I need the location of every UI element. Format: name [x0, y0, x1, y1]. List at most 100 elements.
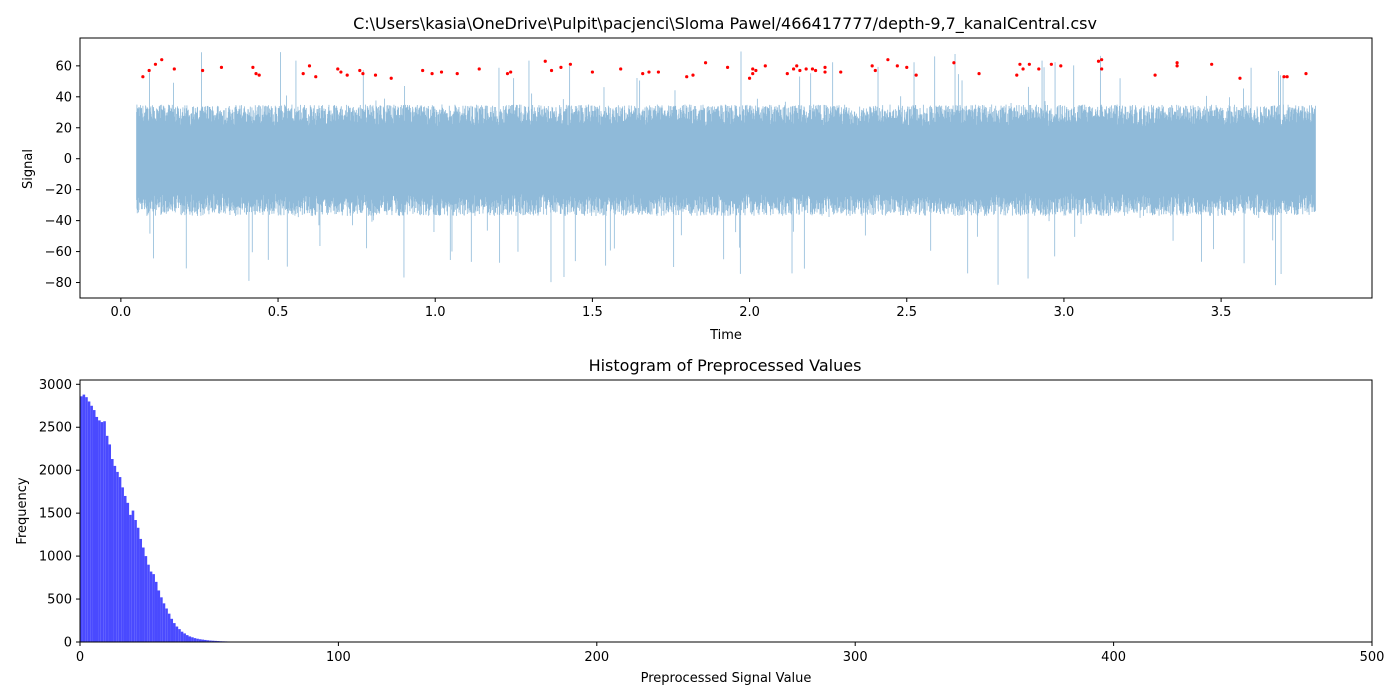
histogram-title: Histogram of Preprocessed Values: [589, 356, 862, 375]
peak-marker: [301, 71, 305, 76]
peak-marker: [200, 68, 205, 73]
peak-marker: [804, 67, 808, 71]
peak-marker: [747, 76, 752, 80]
signal-y-axis-label: Signal: [21, 149, 36, 189]
peak-marker: [823, 65, 827, 70]
peak-marker: [549, 68, 554, 73]
peak-marker: [656, 70, 661, 74]
histogram-bar: [118, 477, 122, 642]
peak-marker: [751, 67, 755, 71]
peak-marker: [1210, 62, 1214, 66]
peak-marker: [647, 70, 651, 74]
histogram-bar: [85, 397, 88, 642]
peak-marker: [754, 68, 758, 73]
histogram-bar: [183, 633, 186, 642]
peak-marker: [345, 73, 349, 77]
y-tick-label: 40: [55, 90, 72, 105]
peak-marker: [725, 65, 730, 70]
x-tick-label: 1.0: [425, 305, 446, 320]
peak-marker: [810, 67, 815, 71]
peak-marker: [1037, 67, 1041, 71]
peak-marker: [361, 71, 365, 76]
signal-x-axis: 0.0 0.5 1.0 1.5 2.0 2.5 3.0 3.5: [111, 298, 1231, 320]
histogram-bar: [175, 626, 179, 642]
histogram-bar: [98, 420, 101, 642]
peak-marker: [358, 68, 362, 73]
peak-marker: [254, 71, 258, 76]
histogram-bar: [139, 538, 143, 642]
peak-marker: [870, 64, 874, 68]
histogram-bar: [204, 639, 207, 642]
peak-marker: [590, 70, 594, 74]
signal-plot-area: [136, 51, 1316, 286]
x-tick-label: 300: [843, 650, 868, 665]
histogram-bar: [111, 459, 114, 642]
y-tick-label: 60: [55, 59, 72, 74]
histogram-bar: [157, 590, 161, 642]
peak-marker: [1285, 75, 1289, 79]
histogram-bar: [100, 422, 104, 642]
peak-marker: [307, 64, 312, 68]
peak-marker: [751, 71, 755, 76]
y-tick-label: −80: [45, 276, 72, 291]
histogram-bar: [201, 639, 205, 642]
signal-axes-frame: [79, 37, 1373, 299]
x-tick-label: 3.0: [1054, 305, 1075, 320]
histogram-bar: [185, 635, 189, 642]
peak-marker: [839, 70, 843, 74]
peak-marker: [505, 71, 510, 76]
histogram-bar: [191, 637, 194, 642]
x-tick-label: 1.5: [582, 305, 603, 320]
histogram-bar: [129, 514, 132, 642]
peak-marker: [1304, 71, 1308, 76]
peak-marker: [1153, 73, 1157, 77]
histogram-bar: [173, 623, 176, 642]
peak-marker: [339, 70, 343, 74]
histogram-bar: [121, 487, 124, 642]
peak-marker: [691, 73, 695, 77]
peak-marker: [336, 67, 340, 71]
peak-marker: [172, 67, 176, 71]
x-tick-label: 100: [326, 650, 351, 665]
y-tick-label: 0: [64, 636, 72, 651]
histogram-bar: [103, 421, 106, 642]
peak-marker: [314, 75, 318, 79]
peak-marker: [785, 71, 789, 76]
histogram-bar: [126, 502, 130, 642]
peak-marker: [1100, 58, 1104, 62]
peak-marker: [141, 75, 145, 79]
histogram-bar: [198, 639, 202, 642]
x-tick-label: 500: [1360, 650, 1385, 665]
histogram-bar: [152, 574, 155, 642]
peak-marker: [1015, 73, 1019, 77]
peak-marker: [703, 61, 708, 65]
peak-marker: [952, 61, 956, 65]
peak-marker: [685, 75, 689, 79]
signal-y-axis: −80 −60 −40 −20 0 20 40 60: [45, 59, 80, 291]
peak-marker: [568, 62, 572, 66]
peak-marker: [795, 64, 799, 68]
peak-marker: [543, 59, 547, 63]
peak-marker: [153, 62, 158, 66]
x-tick-label: 0.5: [268, 305, 289, 320]
peak-marker: [389, 76, 393, 80]
histogram-bar: [214, 640, 217, 642]
peak-marker: [823, 70, 827, 74]
histogram-chart: Histogram of Preprocessed Values 0 100 200…: [15, 356, 1384, 686]
histogram-bar: [147, 564, 150, 642]
peak-marker: [421, 68, 425, 73]
peak-marker: [1096, 59, 1101, 63]
histogram-bar: [149, 571, 153, 642]
histogram-bar: [134, 520, 137, 642]
peak-marker: [1018, 62, 1022, 66]
histogram-bar: [180, 631, 184, 642]
histogram-bar: [196, 638, 199, 642]
y-tick-label: 500: [47, 593, 72, 608]
histogram-bar: [154, 581, 158, 642]
peak-marker: [798, 68, 802, 73]
histogram-bar: [167, 613, 171, 642]
histogram-bar: [105, 435, 109, 642]
peak-marker: [1282, 75, 1286, 79]
histogram-bar: [144, 556, 148, 642]
peak-marker: [905, 65, 909, 70]
